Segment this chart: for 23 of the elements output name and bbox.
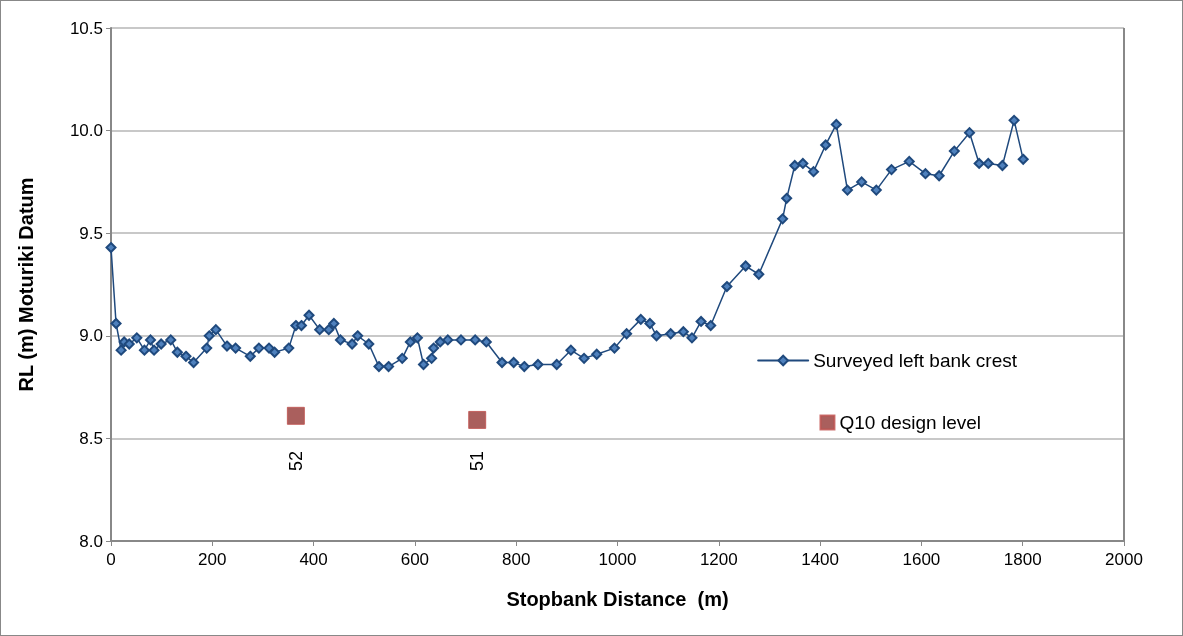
y-axis-title: RL (m) Moturiki Datum (15, 177, 37, 392)
y-tick-label: 9.5 (79, 223, 103, 243)
legend-label: Surveyed left bank crest (813, 350, 1018, 371)
x-tick-label: 1000 (598, 550, 637, 569)
x-tick-label: 400 (299, 550, 328, 569)
x-tick-label: 0 (106, 550, 116, 569)
x-tick-label: 600 (400, 550, 430, 569)
x-tick-label: 2000 (1105, 550, 1143, 569)
y-tick-label: 8.0 (79, 531, 103, 551)
x-tick-label: 800 (502, 550, 531, 569)
y-tick-label: 10.0 (69, 121, 103, 141)
annotation: 51 (467, 450, 488, 472)
x-tick-label: 1800 (1003, 550, 1042, 569)
y-tick-label: 10.5 (69, 18, 103, 38)
y-tick-label: 8.5 (79, 428, 103, 448)
y-tick-label: 9.0 (79, 326, 103, 346)
x-tick-label: 200 (198, 550, 227, 569)
annotation: 52 (285, 450, 306, 472)
x-tick-label: 1200 (699, 550, 738, 569)
x-tick-label: 1600 (902, 550, 941, 569)
x-tick-label: 1400 (801, 550, 840, 569)
legend-label: Q10 design level (839, 412, 982, 433)
x-axis-title: Stopbank Distance (m) (506, 588, 729, 610)
